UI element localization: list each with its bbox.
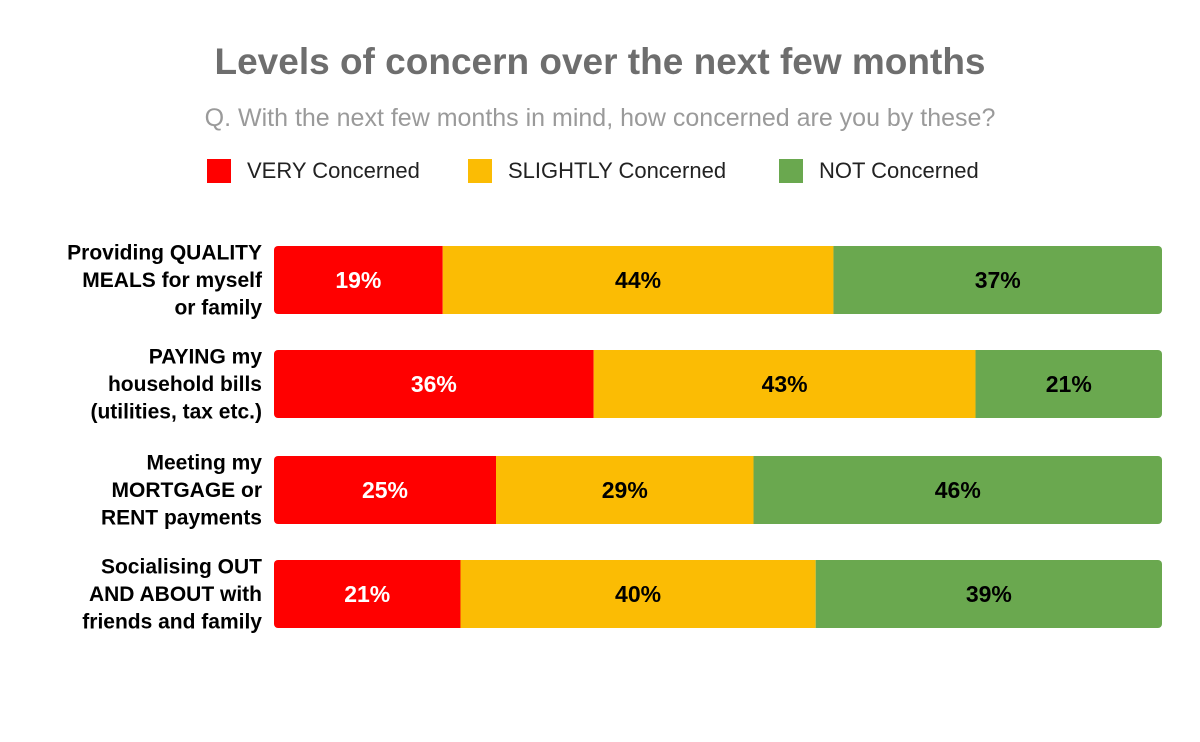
data-label: 25%	[362, 477, 408, 503]
legend-label-slightly-concerned: SLIGHTLY Concerned	[508, 158, 726, 183]
data-label: 40%	[615, 581, 661, 607]
bar-row	[274, 456, 1162, 524]
bar-segment-very-concerned	[274, 350, 594, 418]
category-label-line: MEALS for myself	[82, 269, 263, 292]
bar-segment-slightly-concerned	[460, 560, 816, 628]
bar-segment-very-concerned	[274, 246, 443, 314]
bar-segment-slightly-concerned	[496, 456, 754, 524]
bar-row	[274, 560, 1162, 628]
bar-row	[274, 350, 1162, 418]
chart-subtitle: Q. With the next few months in mind, how…	[205, 104, 996, 132]
bar-row	[274, 246, 1162, 314]
bars: 19% 44% 37% 36% 43% 21% 25% 29% 46% 21% 40% 39%	[274, 246, 1162, 628]
data-label: 44%	[615, 267, 661, 293]
category-label-line: friends and family	[82, 611, 262, 634]
bar-segment-slightly-concerned	[442, 246, 834, 314]
category-label-line: PAYING my	[149, 346, 263, 369]
data-label: 21%	[344, 581, 390, 607]
data-label: 43%	[762, 371, 808, 397]
category-label-line: (utilities, tax etc.)	[90, 401, 262, 424]
category-labels: Providing QUALITY MEALS for myself or fami…	[67, 242, 263, 634]
bar-segment-slightly-concerned	[593, 350, 976, 418]
category-label-line: household bills	[108, 373, 262, 396]
category-label-line: MORTGAGE or	[112, 479, 263, 502]
legend: VERY Concerned SLIGHTLY Concerned NOT Conc…	[207, 158, 979, 183]
data-label: 19%	[335, 267, 381, 293]
legend-swatch-not-concerned	[779, 159, 803, 183]
legend-swatch-very-concerned	[207, 159, 231, 183]
bar-segment-not-concerned	[815, 560, 1162, 628]
data-label: 39%	[966, 581, 1012, 607]
data-label: 21%	[1046, 371, 1092, 397]
bar-segment-very-concerned	[274, 560, 461, 628]
category-label-line: RENT payments	[101, 507, 262, 530]
data-label: 37%	[975, 267, 1021, 293]
bar-segment-not-concerned	[753, 456, 1162, 524]
category-label-line: AND ABOUT with	[89, 583, 262, 606]
legend-label-very-concerned: VERY Concerned	[247, 158, 420, 183]
bar-segment-not-concerned	[833, 246, 1162, 314]
legend-swatch-slightly-concerned	[468, 159, 492, 183]
chart-title: Levels of concern over the next few mont…	[214, 41, 985, 82]
legend-label-not-concerned: NOT Concerned	[819, 158, 979, 183]
bar-segment-not-concerned	[975, 350, 1162, 418]
category-label-line: Socialising OUT	[101, 556, 262, 579]
data-label: 46%	[935, 477, 981, 503]
category-label-line: Providing QUALITY	[67, 242, 262, 265]
category-label-line: Meeting my	[146, 452, 262, 475]
data-label: 29%	[602, 477, 648, 503]
bar-segment-very-concerned	[274, 456, 496, 524]
data-label: 36%	[411, 371, 457, 397]
category-label-line: or family	[174, 297, 262, 320]
